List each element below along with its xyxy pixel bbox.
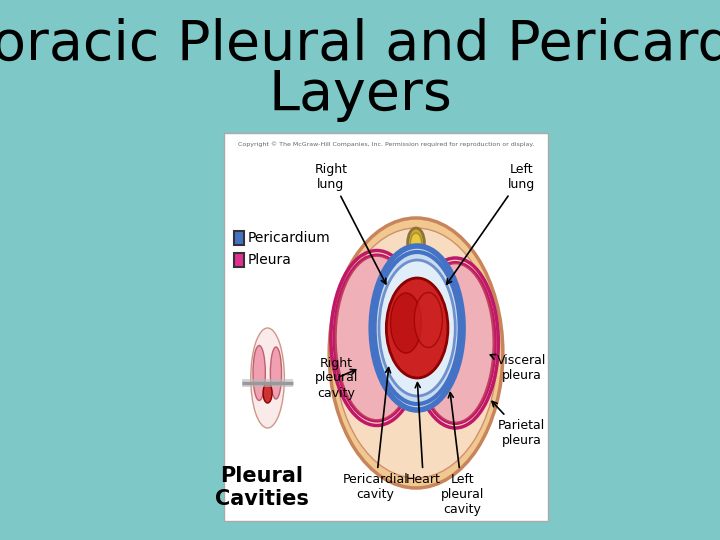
Bar	[234, 253, 244, 267]
Text: Pleural
Cavities: Pleural Cavities	[215, 466, 309, 509]
Ellipse shape	[263, 383, 272, 403]
Bar	[243, 379, 293, 387]
Ellipse shape	[414, 293, 442, 348]
Ellipse shape	[251, 328, 284, 428]
Text: Layers: Layers	[268, 68, 452, 122]
Ellipse shape	[387, 278, 448, 378]
Ellipse shape	[417, 263, 494, 423]
Text: Pericardium: Pericardium	[248, 231, 330, 245]
Ellipse shape	[329, 218, 503, 488]
Text: Parietal
pleura: Parietal pleura	[492, 401, 545, 447]
Ellipse shape	[408, 228, 424, 258]
Circle shape	[372, 246, 463, 410]
Text: Pericardial
cavity: Pericardial cavity	[343, 368, 408, 501]
Text: Right
pleural
cavity: Right pleural cavity	[315, 356, 358, 400]
Text: Copyright © The McGraw-Hill Companies, Inc. Permission required for reproduction: Copyright © The McGraw-Hill Companies, I…	[238, 141, 534, 147]
Bar	[234, 231, 244, 245]
Ellipse shape	[410, 233, 422, 253]
Text: Left
lung: Left lung	[446, 163, 535, 284]
Ellipse shape	[336, 255, 418, 421]
Bar	[225, 133, 548, 521]
Text: Heart: Heart	[406, 383, 441, 486]
Text: Visceral
pleura: Visceral pleura	[490, 354, 546, 382]
Circle shape	[379, 260, 455, 396]
Text: Left
pleural
cavity: Left pleural cavity	[441, 393, 485, 516]
Ellipse shape	[335, 228, 498, 478]
Circle shape	[423, 249, 433, 267]
Ellipse shape	[253, 346, 265, 401]
Ellipse shape	[271, 347, 282, 399]
Text: Thoracic Pleural and Pericardial: Thoracic Pleural and Pericardial	[0, 18, 720, 72]
Text: Right
lung: Right lung	[315, 163, 386, 284]
Text: Pleura: Pleura	[248, 253, 292, 267]
Ellipse shape	[390, 293, 421, 353]
